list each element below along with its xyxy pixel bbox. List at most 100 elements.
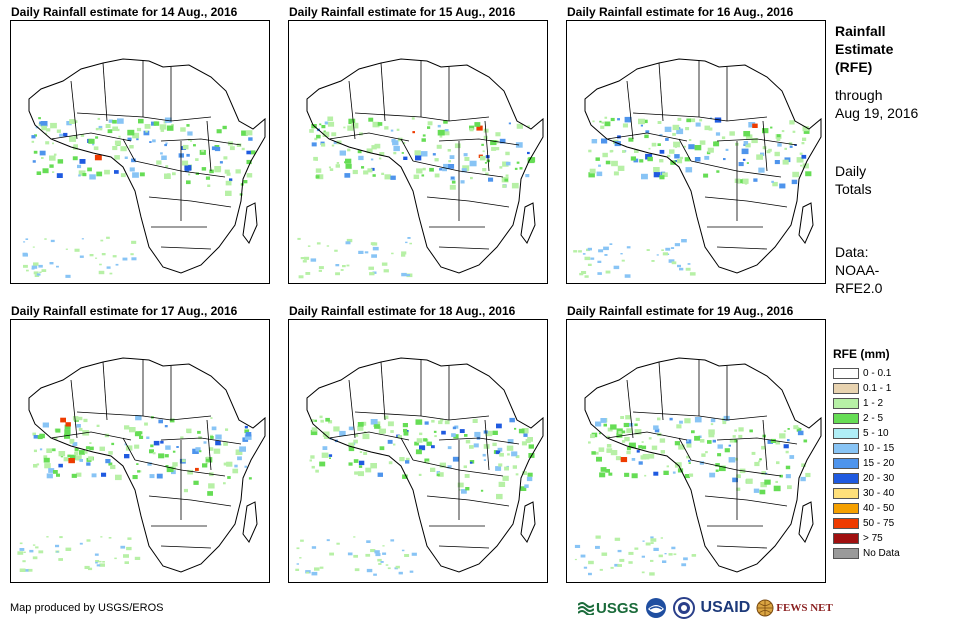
rain-cell (653, 172, 661, 178)
rain-cell (111, 442, 115, 446)
rain-cell (122, 257, 128, 261)
country-border (50, 132, 132, 142)
rain-cell (439, 168, 443, 171)
rain-cell (779, 474, 783, 478)
rain-cell (728, 444, 731, 447)
rain-cell (782, 159, 789, 165)
legend-item: 0.1 - 1 (833, 381, 953, 395)
country-border (206, 419, 212, 471)
rain-cell (598, 447, 605, 452)
rain-cell (660, 450, 665, 454)
rain-cell (112, 126, 118, 131)
rain-cell (444, 131, 450, 136)
data-source-line: NOAA- (835, 262, 880, 278)
rain-cell (144, 124, 151, 129)
rain-cell (166, 466, 174, 473)
rain-cell (37, 435, 43, 440)
rain-cell (379, 152, 385, 156)
rain-cell (785, 465, 791, 470)
rain-cell (628, 442, 636, 449)
rain-cell (165, 142, 168, 145)
rain-cell (352, 169, 358, 175)
rain-cell (681, 563, 687, 567)
rain-cell (657, 417, 661, 421)
rain-cell (314, 419, 317, 422)
legend-swatch (833, 487, 859, 499)
rain-cell (802, 137, 807, 141)
rain-cell (644, 134, 649, 139)
rain-cell (329, 457, 331, 459)
rain-cell (495, 147, 500, 151)
rain-cell (710, 418, 716, 423)
rain-cell (32, 432, 36, 436)
rain-cell (390, 175, 396, 180)
rain-cell (336, 542, 340, 545)
rain-cell (315, 469, 319, 473)
rain-cell (370, 463, 377, 469)
rain-cell (371, 145, 377, 150)
rain-cell (358, 250, 364, 254)
rain-cell (99, 563, 105, 567)
rain-cell (222, 125, 227, 130)
rain-cell (65, 274, 71, 278)
country-border (70, 379, 78, 439)
rain-cell (36, 171, 42, 175)
rain-cell (223, 156, 228, 160)
rain-cell (514, 427, 517, 430)
rain-cell (64, 433, 71, 439)
rain-cell (458, 489, 461, 491)
rain-cell (136, 463, 139, 465)
rain-cell (58, 451, 66, 457)
rain-cell (715, 463, 720, 467)
rain-cell (39, 448, 43, 451)
rain-cell (108, 462, 113, 466)
rain-cell (361, 166, 365, 169)
rain-cell (225, 190, 232, 196)
rain-cell (327, 121, 335, 127)
rain-cell (114, 170, 119, 174)
rain-cell (527, 151, 530, 155)
rain-cell (638, 118, 645, 125)
rain-cell (39, 271, 42, 273)
rain-cell (201, 149, 205, 153)
rain-cell (370, 158, 374, 161)
rain-cell (465, 487, 470, 491)
rain-cell (598, 249, 604, 253)
rain-cell (651, 260, 655, 262)
rain-cell (310, 455, 315, 459)
rain-cell (771, 180, 774, 183)
rain-cell (630, 156, 636, 161)
panel-title: Daily Rainfall estimate for 16 Aug., 201… (567, 5, 794, 19)
rain-cell (329, 552, 334, 556)
rain-cell (779, 183, 786, 189)
rain-cell (186, 180, 191, 185)
rain-cell (787, 485, 792, 490)
rain-cell (339, 430, 346, 437)
rain-cell (383, 415, 389, 420)
rain-cell (444, 129, 449, 133)
legend-label: 40 - 50 (863, 502, 895, 514)
rain-cell (95, 561, 98, 564)
rain-cell (43, 455, 48, 459)
country-border (148, 196, 232, 208)
rain-cell (383, 269, 389, 273)
rain-cell (527, 157, 535, 164)
rain-cell (397, 435, 402, 439)
rain-cell (49, 262, 54, 265)
rain-cell (244, 425, 248, 429)
rain-cell (110, 464, 116, 470)
rain-cell (372, 174, 376, 177)
rain-cell (694, 145, 702, 151)
rain-cell (129, 427, 136, 433)
rain-cell (717, 453, 722, 457)
legend-rows: 0 - 0.1 0.1 - 1 1 - 2 2 - 5 5 - 10 10 - 15 15 … (833, 366, 953, 560)
rain-cell (463, 465, 467, 469)
rain-cell (371, 254, 377, 258)
rain-cell (322, 446, 328, 450)
rain-cell (653, 425, 659, 430)
rain-cell (676, 424, 682, 429)
rain-cell (313, 156, 318, 161)
rain-cell (387, 421, 394, 427)
rain-cell (23, 264, 28, 268)
legend-item: > 75 (833, 531, 953, 545)
